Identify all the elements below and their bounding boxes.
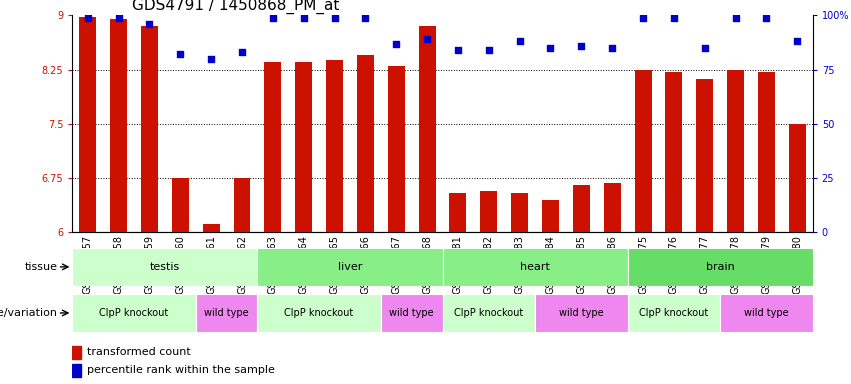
Bar (357, 55, 374, 232)
Point (760, 15, 774, 21)
Point (81, 15, 94, 21)
Bar (535, 294, 627, 332)
Bar (203, 223, 220, 232)
Point (266, 15, 280, 21)
Bar (419, 26, 436, 232)
Text: transformed count: transformed count (87, 347, 191, 357)
Bar (627, 248, 813, 286)
Text: brain: brain (705, 262, 734, 272)
Point (420, 36, 434, 42)
Bar (388, 66, 405, 232)
Point (544, 45, 557, 51)
Point (698, 45, 711, 51)
Text: heart: heart (520, 262, 550, 272)
Text: tissue: tissue (25, 262, 58, 272)
Text: ClpP knockout: ClpP knockout (100, 308, 168, 318)
Bar (603, 183, 620, 232)
Bar (72, 294, 196, 332)
Point (328, 15, 341, 21)
Point (513, 38, 527, 45)
Bar (257, 248, 443, 286)
Bar (449, 192, 466, 232)
Point (204, 56, 218, 62)
Point (667, 15, 681, 21)
Text: liver: liver (338, 262, 363, 272)
Point (235, 49, 248, 55)
Point (574, 43, 588, 49)
Bar (72, 248, 257, 286)
Bar (542, 200, 559, 232)
Bar (627, 294, 720, 332)
Text: genotype/variation: genotype/variation (0, 308, 58, 318)
Bar (511, 192, 528, 232)
Bar (257, 294, 380, 332)
Bar (720, 294, 813, 332)
Point (297, 15, 311, 21)
Point (174, 51, 187, 58)
Bar (265, 62, 282, 232)
Point (637, 15, 650, 21)
Bar (72, 364, 81, 377)
Bar (72, 346, 81, 359)
Text: percentile rank within the sample: percentile rank within the sample (87, 365, 275, 375)
Bar (295, 62, 312, 232)
Bar (727, 70, 744, 232)
Bar (141, 26, 158, 232)
Point (358, 15, 372, 21)
Bar (233, 178, 250, 232)
Bar (443, 248, 627, 286)
Text: GDS4791 / 1450868_PM_at: GDS4791 / 1450868_PM_at (132, 0, 339, 14)
Bar (696, 79, 713, 232)
Point (605, 45, 619, 51)
Bar (79, 17, 96, 232)
Bar (110, 19, 127, 232)
Bar (172, 178, 189, 232)
Text: wild type: wild type (744, 308, 789, 318)
Point (390, 40, 403, 46)
Point (482, 47, 495, 53)
Bar (443, 294, 535, 332)
Text: ClpP knockout: ClpP knockout (284, 308, 354, 318)
Bar (665, 72, 683, 232)
Text: wild type: wild type (204, 308, 248, 318)
Bar (635, 70, 652, 232)
Text: testis: testis (150, 262, 180, 272)
Bar (480, 191, 497, 232)
Bar (380, 294, 443, 332)
Text: wild type: wild type (559, 308, 603, 318)
Bar (196, 294, 257, 332)
Bar (789, 124, 806, 232)
Text: ClpP knockout: ClpP knockout (639, 308, 709, 318)
Text: wild type: wild type (390, 308, 434, 318)
Bar (326, 60, 343, 232)
Bar (573, 185, 590, 232)
Point (791, 38, 804, 45)
Text: ClpP knockout: ClpP knockout (454, 308, 523, 318)
Bar (758, 72, 775, 232)
Point (111, 15, 125, 21)
Point (143, 21, 157, 27)
Point (451, 47, 465, 53)
Point (728, 15, 742, 21)
